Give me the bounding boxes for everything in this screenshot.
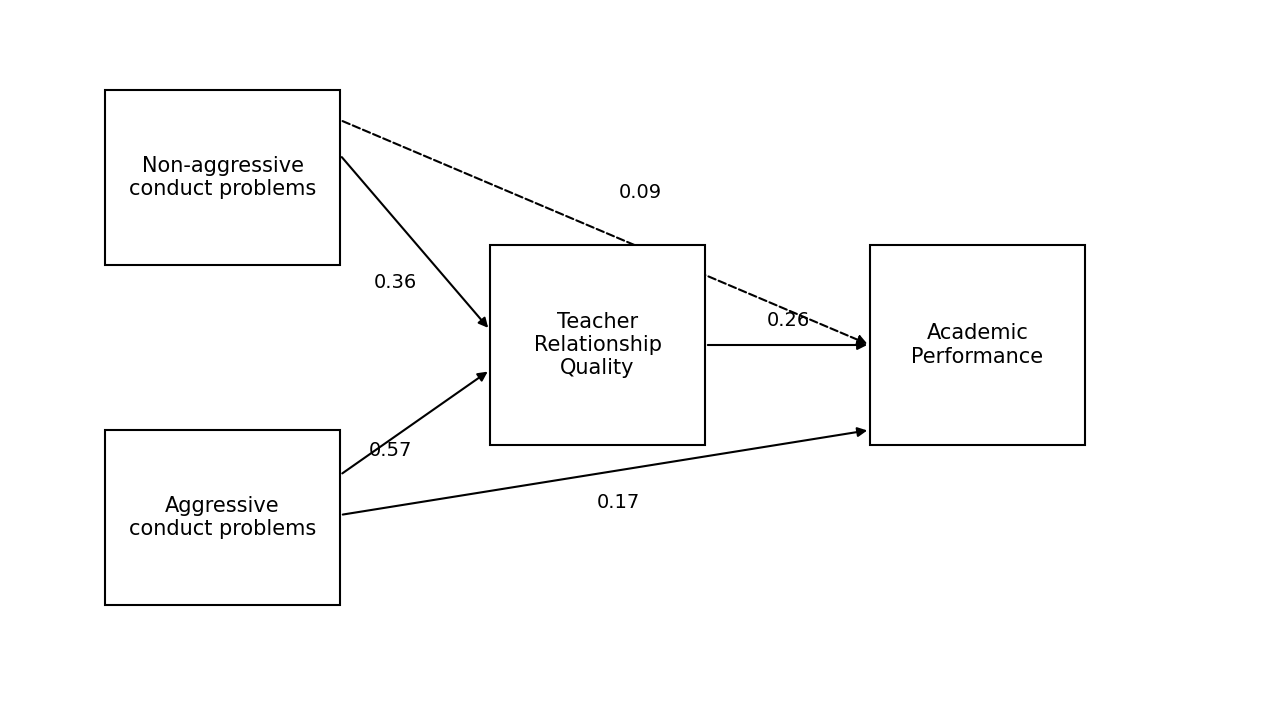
Text: 0.09: 0.09 bbox=[618, 182, 662, 202]
Text: 0.17: 0.17 bbox=[596, 492, 640, 511]
Text: 0.36: 0.36 bbox=[374, 272, 416, 292]
Text: Academic
Performance: Academic Performance bbox=[911, 323, 1043, 366]
FancyBboxPatch shape bbox=[490, 245, 705, 445]
FancyBboxPatch shape bbox=[105, 430, 340, 605]
FancyBboxPatch shape bbox=[870, 245, 1085, 445]
Text: Teacher
Relationship
Quality: Teacher Relationship Quality bbox=[534, 312, 662, 378]
Text: 0.57: 0.57 bbox=[369, 441, 412, 459]
FancyBboxPatch shape bbox=[105, 90, 340, 265]
Text: Aggressive
conduct problems: Aggressive conduct problems bbox=[129, 496, 316, 539]
Text: 0.26: 0.26 bbox=[767, 310, 810, 330]
Text: Non-aggressive
conduct problems: Non-aggressive conduct problems bbox=[129, 156, 316, 199]
